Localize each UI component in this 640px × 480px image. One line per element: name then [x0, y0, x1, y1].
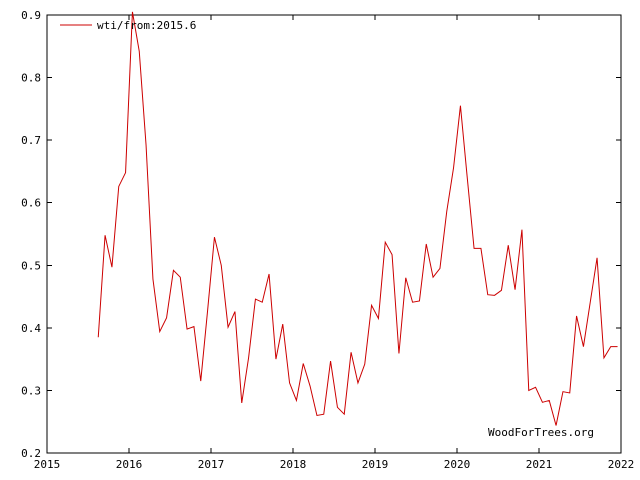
- y-tick-label: 0.2: [21, 447, 41, 460]
- x-tick-label: 2021: [526, 458, 553, 471]
- series-line-wti: [97, 11, 618, 426]
- legend-entry-wti: wti/from:2015.6: [97, 19, 196, 32]
- tick-marks: [46, 14, 622, 454]
- x-tick-label: 2020: [444, 458, 471, 471]
- y-tick-labels: 0.2 0.3 0.4 0.5 0.6 0.7 0.8 0.9: [21, 9, 41, 460]
- x-tick-label: 2019: [362, 458, 389, 471]
- y-tick-label: 0.5: [21, 259, 41, 272]
- y-tick-label: 0.3: [21, 384, 41, 397]
- y-tick-label: 0.8: [21, 72, 41, 85]
- plot-frame: [46, 14, 622, 454]
- x-tick-label: 2016: [116, 458, 143, 471]
- x-tick-label: 2018: [280, 458, 307, 471]
- x-tick-labels: 2015 2016 2017 2018 2019 2020 2021 2022: [34, 458, 635, 471]
- credit-label: WoodForTrees.org: [488, 426, 594, 439]
- y-tick-label: 0.9: [21, 9, 41, 22]
- legend: wti/from:2015.6: [60, 19, 196, 32]
- series-lines: [97, 11, 618, 426]
- y-tick-label: 0.6: [21, 197, 41, 210]
- y-tick-label: 0.4: [21, 322, 41, 335]
- y-tick-label: 0.7: [21, 134, 41, 147]
- x-tick-label: 2017: [198, 458, 225, 471]
- axes: [46, 14, 622, 454]
- x-tick-label: 2015: [34, 458, 61, 471]
- x-tick-label: 2022: [608, 458, 635, 471]
